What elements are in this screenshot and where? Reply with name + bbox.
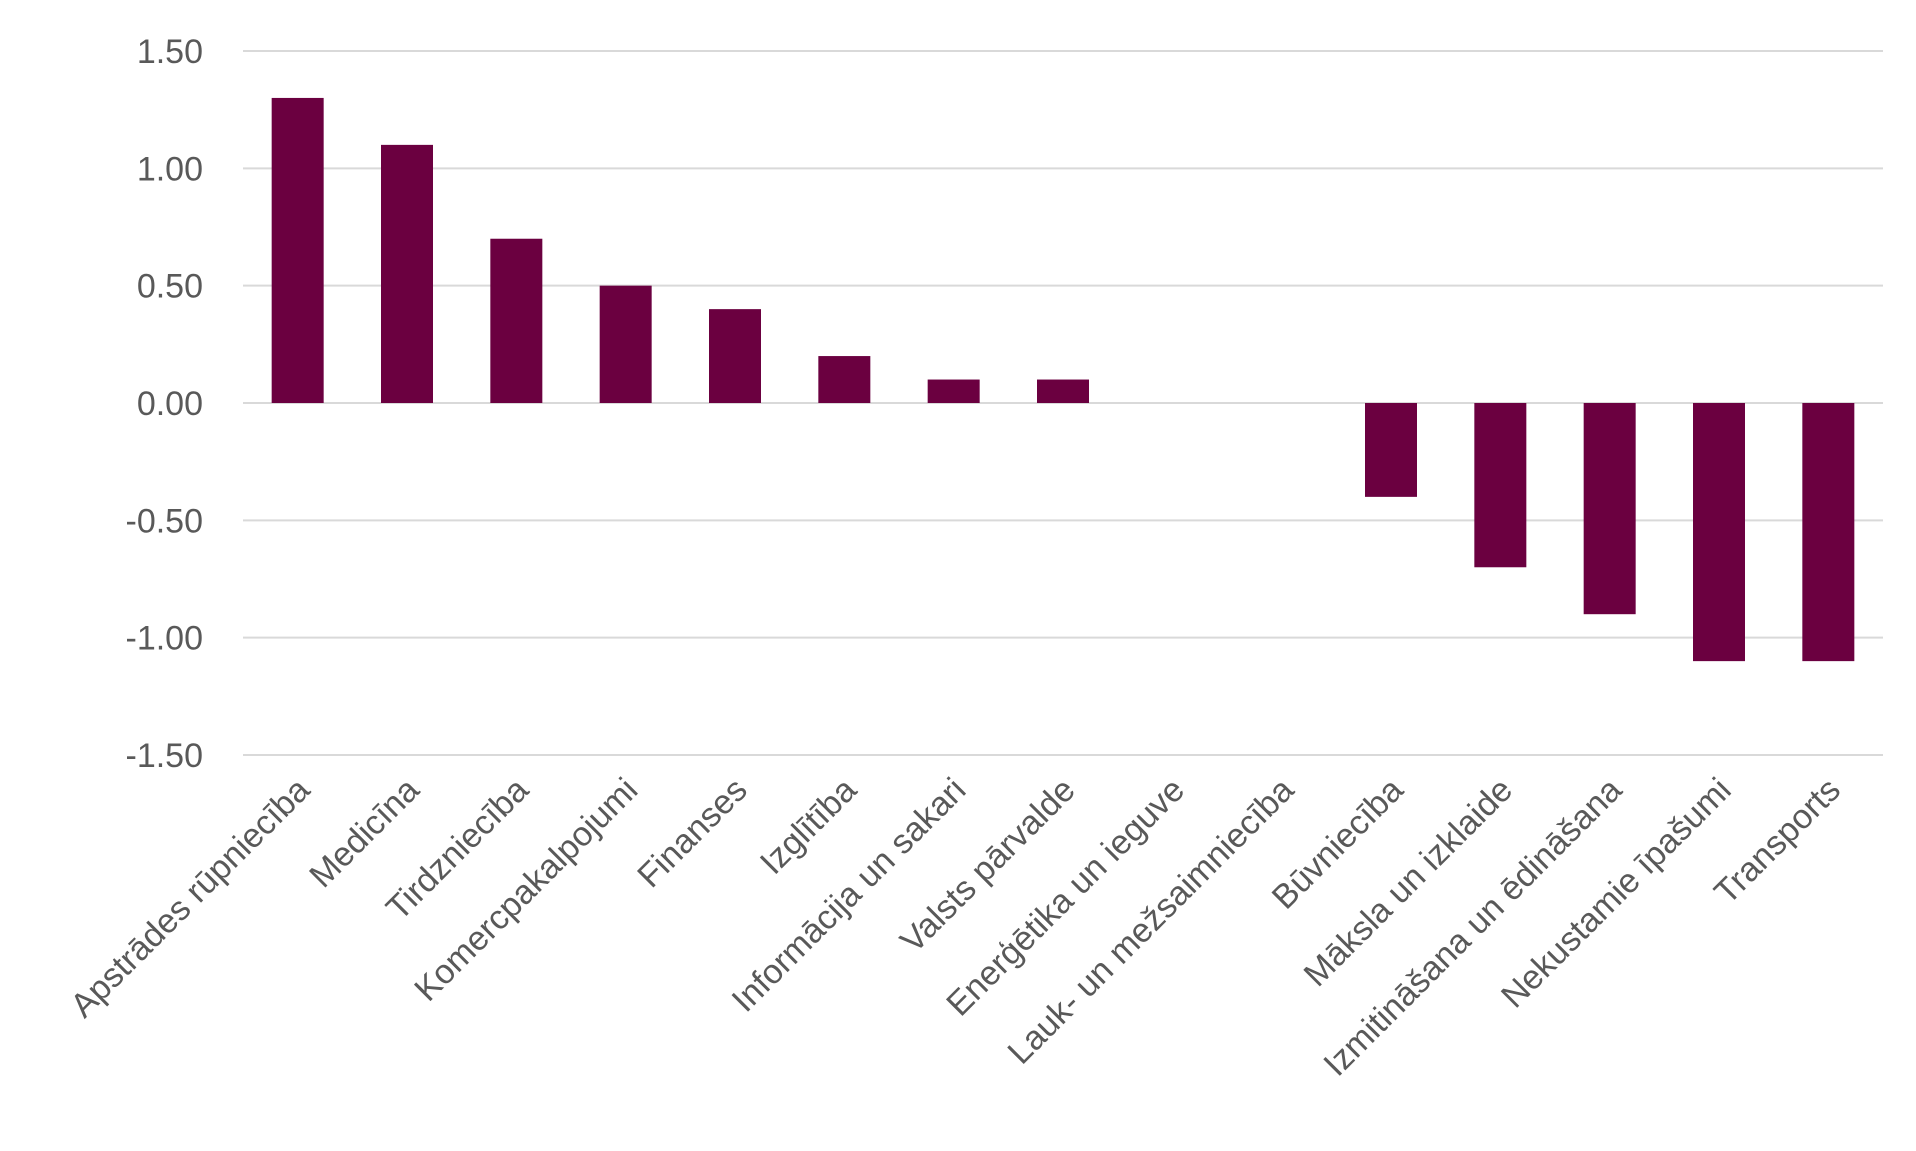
y-tick-label: -1.50 — [126, 737, 204, 775]
y-tick-label: 1.00 — [137, 150, 203, 188]
y-tick-label: -0.50 — [126, 502, 204, 540]
bar — [1693, 403, 1745, 662]
bar — [1583, 403, 1636, 615]
bar — [818, 356, 871, 403]
y-tick-label: 1.50 — [137, 33, 203, 71]
x-axis-category-labels: Apstrādes rūpniecībaMedicīnaTirdzniecība… — [63, 771, 1848, 1084]
bar — [490, 238, 543, 403]
bar — [381, 144, 433, 403]
x-category-label: Izglītība — [753, 771, 864, 882]
x-category-label: Finanses — [630, 771, 754, 895]
y-tick-label: 0.00 — [137, 385, 203, 423]
bar — [1365, 403, 1417, 497]
y-tick-label: -1.00 — [126, 620, 204, 658]
x-category-label: Apstrādes rūpniecība — [63, 771, 317, 1025]
y-tick-label: 0.50 — [137, 268, 203, 306]
bar — [927, 379, 980, 403]
bar — [599, 285, 652, 403]
bar — [1037, 379, 1089, 403]
bar — [271, 97, 324, 403]
bar — [709, 309, 761, 403]
x-category-label: Māksla un izklaide — [1297, 771, 1520, 994]
bars — [271, 97, 1855, 662]
bar — [1474, 403, 1527, 568]
bar — [1802, 403, 1855, 662]
y-axis-tick-labels: 1.50 1.00 0.50 0.00 -0.50 -1.00 -1.50 — [126, 33, 204, 775]
